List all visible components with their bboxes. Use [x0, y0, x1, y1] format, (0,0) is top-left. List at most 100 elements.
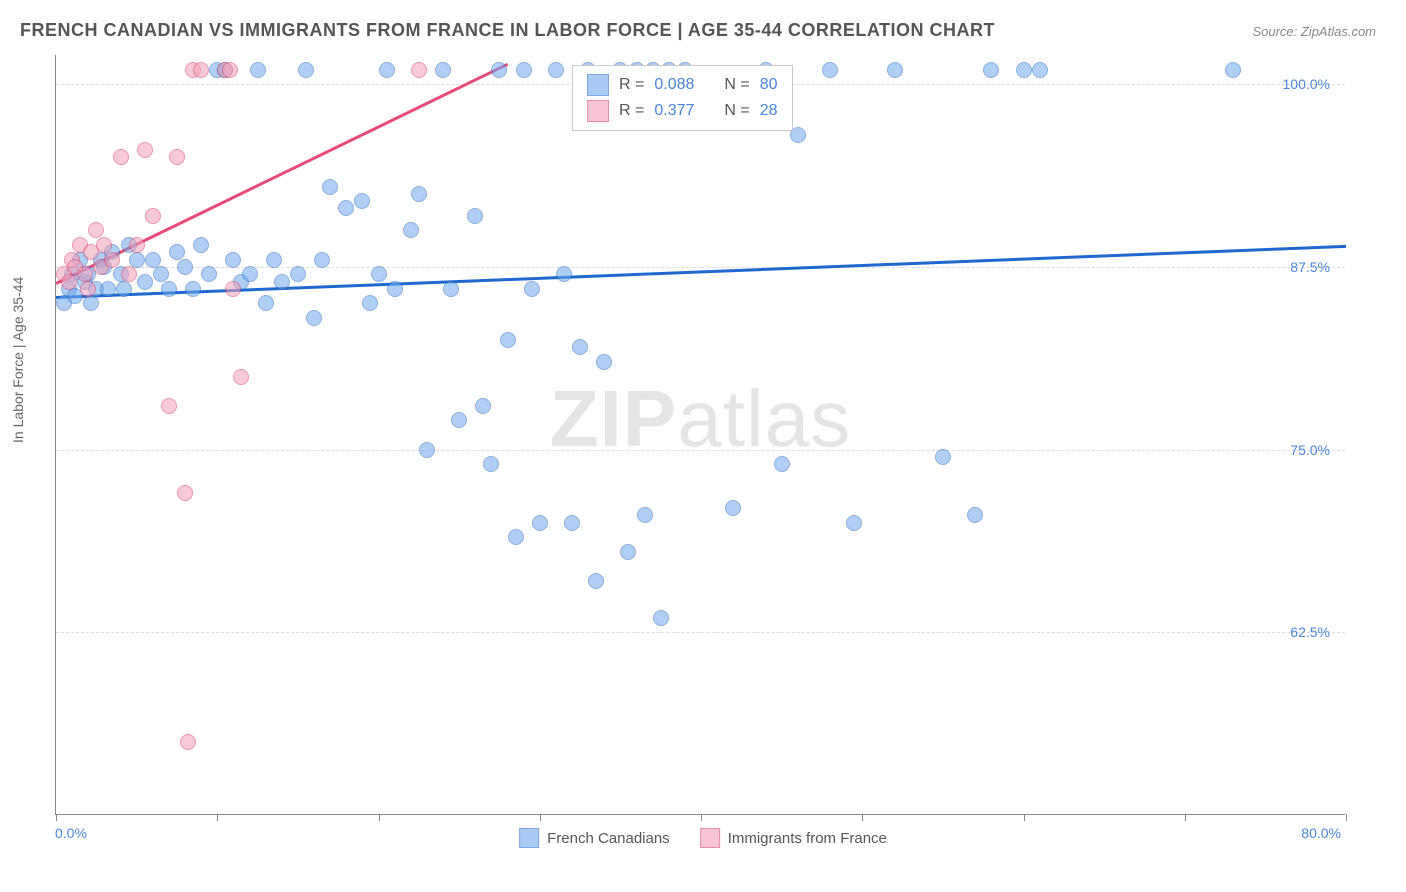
- stats-row: R = 0.088 N = 80: [587, 72, 778, 98]
- data-point: [435, 62, 451, 78]
- stats-r-label: R =: [619, 76, 644, 94]
- data-point: [588, 573, 604, 589]
- data-point: [548, 62, 564, 78]
- x-tick: [701, 814, 702, 821]
- data-point: [491, 62, 507, 78]
- x-axis-max-label: 80.0%: [1301, 825, 1341, 841]
- data-point: [137, 142, 153, 158]
- gridline: [56, 632, 1345, 633]
- data-point: [180, 734, 196, 750]
- data-point: [387, 281, 403, 297]
- y-tick-label: 75.0%: [1290, 442, 1330, 458]
- data-point: [161, 281, 177, 297]
- data-point: [201, 266, 217, 282]
- data-point: [846, 515, 862, 531]
- data-point: [411, 62, 427, 78]
- data-point: [564, 515, 580, 531]
- data-point: [77, 266, 93, 282]
- data-point: [935, 449, 951, 465]
- data-point: [306, 310, 322, 326]
- data-point: [185, 281, 201, 297]
- legend-swatch-icon: [700, 828, 720, 848]
- stats-swatch-icon: [587, 100, 609, 122]
- data-point: [403, 222, 419, 238]
- data-point: [169, 244, 185, 260]
- stats-n-label: N =: [724, 102, 749, 120]
- legend-label: French Canadians: [547, 830, 670, 847]
- data-point: [177, 485, 193, 501]
- x-tick: [217, 814, 218, 821]
- stats-box: R = 0.088 N = 80 R = 0.377 N = 28: [572, 65, 793, 131]
- stats-n-label: N =: [724, 76, 749, 94]
- stats-n-value: 28: [760, 102, 778, 120]
- data-point: [242, 266, 258, 282]
- data-point: [88, 222, 104, 238]
- data-point: [516, 62, 532, 78]
- data-point: [483, 456, 499, 472]
- data-point: [225, 281, 241, 297]
- data-point: [314, 252, 330, 268]
- data-point: [637, 507, 653, 523]
- data-point: [177, 259, 193, 275]
- data-point: [596, 354, 612, 370]
- data-point: [1032, 62, 1048, 78]
- data-point: [298, 62, 314, 78]
- data-point: [145, 252, 161, 268]
- data-point: [443, 281, 459, 297]
- data-point: [80, 281, 96, 297]
- data-point: [1225, 62, 1241, 78]
- chart-title: FRENCH CANADIAN VS IMMIGRANTS FROM FRANC…: [20, 20, 995, 41]
- data-point: [467, 208, 483, 224]
- data-point: [104, 252, 120, 268]
- legend-item-series2: Immigrants from France: [700, 828, 887, 848]
- stats-r-value: 0.088: [654, 76, 694, 94]
- data-point: [258, 295, 274, 311]
- data-point: [290, 266, 306, 282]
- x-tick: [379, 814, 380, 821]
- y-axis-title: In Labor Force | Age 35-44: [10, 277, 26, 443]
- data-point: [233, 369, 249, 385]
- data-point: [250, 62, 266, 78]
- data-point: [524, 281, 540, 297]
- data-point: [145, 208, 161, 224]
- data-point: [532, 515, 548, 531]
- watermark: ZIPatlas: [550, 373, 851, 465]
- data-point: [121, 266, 137, 282]
- stats-r-value: 0.377: [654, 102, 694, 120]
- data-point: [193, 62, 209, 78]
- y-tick-label: 100.0%: [1283, 76, 1330, 92]
- legend-label: Immigrants from France: [728, 830, 887, 847]
- data-point: [354, 193, 370, 209]
- data-point: [222, 62, 238, 78]
- x-tick: [1024, 814, 1025, 821]
- data-point: [822, 62, 838, 78]
- data-point: [1016, 62, 1032, 78]
- source-label: Source: ZipAtlas.com: [1252, 24, 1376, 39]
- legend-swatch-icon: [519, 828, 539, 848]
- data-point: [362, 295, 378, 311]
- data-point: [653, 610, 669, 626]
- data-point: [371, 266, 387, 282]
- gridline: [56, 450, 1345, 451]
- plot-area: ZIPatlas 62.5%75.0%87.5%100.0%R =0.088N …: [55, 55, 1345, 815]
- stats-n-value: 80: [760, 76, 778, 94]
- data-point: [983, 62, 999, 78]
- data-point: [338, 200, 354, 216]
- data-point: [137, 274, 153, 290]
- stats-swatch-icon: [587, 74, 609, 96]
- stats-r-label: R =: [619, 102, 644, 120]
- data-point: [129, 252, 145, 268]
- data-point: [161, 398, 177, 414]
- data-point: [274, 274, 290, 290]
- data-point: [451, 412, 467, 428]
- data-point: [419, 442, 435, 458]
- x-tick: [1346, 814, 1347, 821]
- data-point: [500, 332, 516, 348]
- data-point: [774, 456, 790, 472]
- data-point: [61, 274, 77, 290]
- data-point: [169, 149, 185, 165]
- data-point: [725, 500, 741, 516]
- data-point: [508, 529, 524, 545]
- y-tick-label: 87.5%: [1290, 259, 1330, 275]
- data-point: [116, 281, 132, 297]
